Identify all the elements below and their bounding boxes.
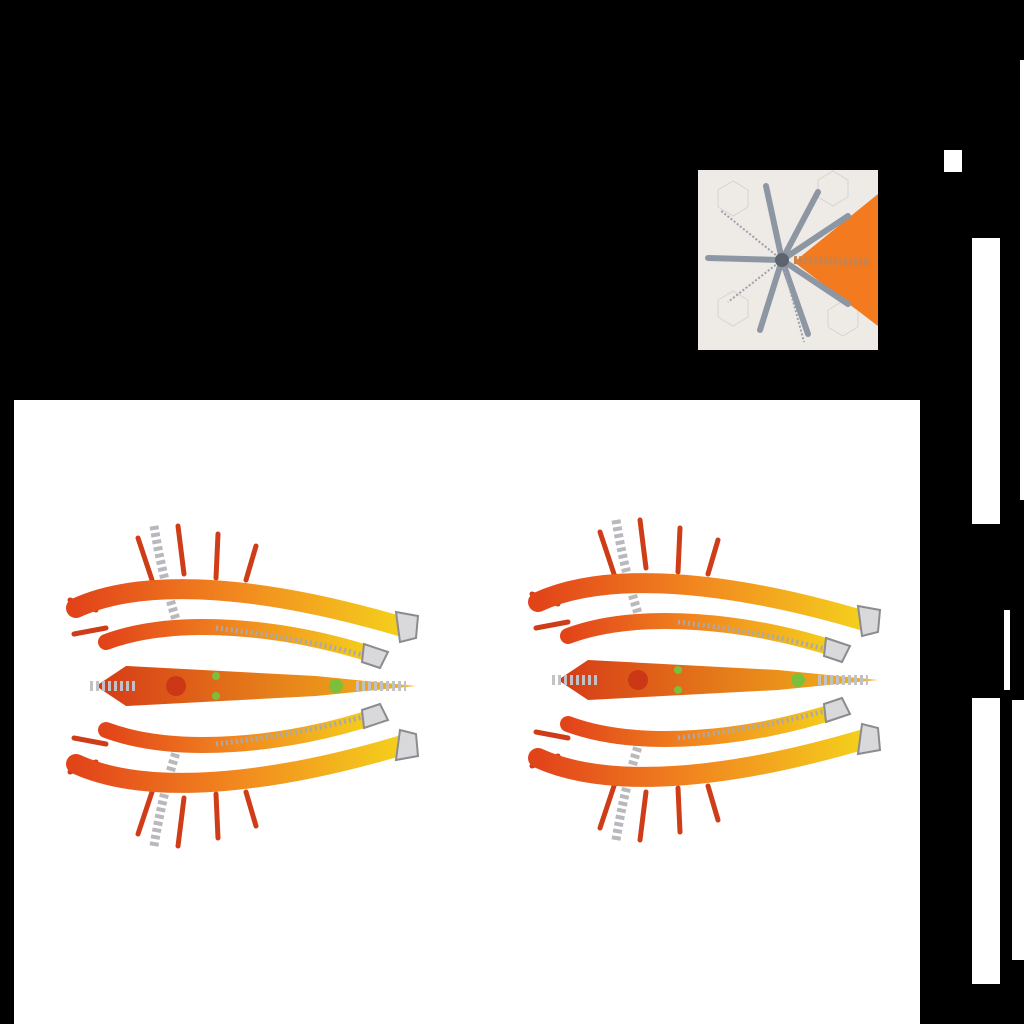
craft-render-right — [528, 510, 888, 850]
edge-fragment — [944, 150, 962, 172]
edge-fragment — [972, 238, 1000, 524]
radial-spike-structure-icon — [698, 170, 878, 350]
edge-fragment — [972, 698, 1000, 984]
spiked-biomechanical-craft-icon — [528, 510, 888, 850]
reference-thumbnail — [698, 170, 878, 350]
spiked-biomechanical-craft-icon — [66, 516, 426, 856]
edge-fragment — [1004, 610, 1010, 690]
edge-fragment — [1020, 60, 1024, 500]
edge-fragment — [1012, 700, 1024, 960]
craft-render-left — [66, 516, 426, 856]
